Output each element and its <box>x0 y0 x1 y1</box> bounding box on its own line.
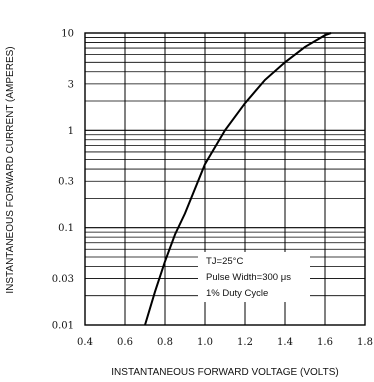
x-tick-label: 1.2 <box>237 337 253 348</box>
y-tick-label: 0.1 <box>58 223 74 234</box>
annotation-duty-cycle: 1% Duty Cycle <box>206 288 268 299</box>
x-tick-label: 0.6 <box>117 337 133 348</box>
x-tick-label: 1.0 <box>197 337 213 348</box>
y-tick-label: 0.3 <box>58 177 74 188</box>
x-tick-label: 0.4 <box>77 337 93 348</box>
x-tick-label: 1.6 <box>317 337 333 348</box>
y-axis-title: INSTANTANEOUS FORWARD CURRENT (AMPERES) <box>5 46 16 293</box>
x-tick-labels: 0.4 0.6 0.8 1.0 1.2 1.4 1.6 1.8 <box>77 337 373 348</box>
y-tick-label: 1 <box>68 126 74 137</box>
annotation-pulse-width: Pulse Width=300 μs <box>206 272 291 283</box>
x-tick-label: 1.8 <box>357 337 373 348</box>
x-tick-label: 1.4 <box>277 337 293 348</box>
y-tick-label: 0.03 <box>52 274 74 285</box>
x-tick-label: 0.8 <box>157 337 173 348</box>
y-tick-labels: 0.01 0.03 0.1 0.3 1 3 10 <box>52 29 74 332</box>
annotation-box <box>198 252 310 302</box>
plot-frame <box>84 32 366 326</box>
horizontal-gridlines <box>85 37 365 297</box>
x-axis-title: INSTANTANEOUS FORWARD VOLTAGE (VOLTS) <box>111 367 338 378</box>
annotation-temperature: TJ=25°C <box>206 256 243 267</box>
y-tick-label: 0.01 <box>52 321 74 332</box>
y-tick-label: 3 <box>68 79 74 90</box>
forward-current-curve <box>144 32 332 326</box>
y-tick-label: 10 <box>61 29 74 40</box>
vertical-gridlines <box>124 33 326 325</box>
